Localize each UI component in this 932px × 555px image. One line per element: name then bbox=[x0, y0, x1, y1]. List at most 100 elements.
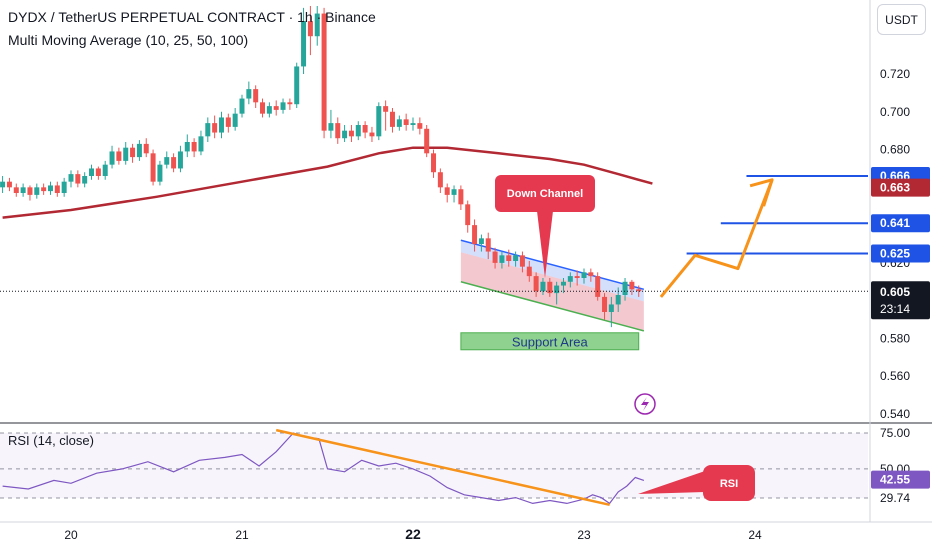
candle bbox=[82, 172, 88, 188]
candle bbox=[95, 166, 101, 180]
candle-body bbox=[253, 89, 259, 103]
candle-body bbox=[437, 172, 443, 188]
candle-body bbox=[431, 153, 437, 173]
time-tick-label: 21 bbox=[235, 528, 249, 542]
candle-body bbox=[595, 276, 601, 297]
candle-body bbox=[321, 13, 327, 131]
candle bbox=[383, 100, 389, 131]
candle-body bbox=[307, 21, 313, 37]
candle bbox=[171, 153, 177, 173]
candle-body bbox=[314, 13, 320, 37]
candle bbox=[595, 272, 601, 301]
candle bbox=[34, 183, 40, 199]
rsi-trendline bbox=[275, 428, 610, 507]
candle bbox=[396, 115, 402, 131]
candle-body bbox=[109, 151, 115, 165]
candle bbox=[164, 151, 170, 169]
down-channel-callout bbox=[495, 175, 595, 212]
candle bbox=[218, 111, 224, 139]
price-tick-label: 0.720 bbox=[880, 67, 910, 81]
candle-body bbox=[54, 185, 60, 193]
candle-body bbox=[143, 143, 149, 154]
candle-body bbox=[260, 102, 266, 114]
candle bbox=[355, 121, 361, 141]
target-price-tag bbox=[871, 244, 930, 263]
candle bbox=[540, 278, 546, 295]
candle-body bbox=[102, 164, 108, 176]
candle-body bbox=[465, 204, 471, 226]
candle bbox=[376, 102, 382, 141]
candle-body bbox=[602, 296, 608, 312]
candle bbox=[499, 251, 505, 269]
overlays: Support Area Down Channel bbox=[0, 175, 868, 415]
candle-body bbox=[123, 147, 129, 161]
candle bbox=[130, 143, 136, 163]
candle bbox=[20, 183, 26, 197]
candle bbox=[567, 272, 573, 288]
candle-body bbox=[472, 225, 478, 244]
candle-body bbox=[34, 187, 40, 195]
candle bbox=[485, 232, 491, 260]
candle-body bbox=[6, 181, 12, 188]
rsi-label[interactable]: RSI (14, close) bbox=[8, 433, 94, 448]
candle-body bbox=[636, 289, 642, 292]
candle-body bbox=[301, 21, 307, 67]
candle bbox=[232, 108, 238, 131]
candle-body bbox=[458, 189, 464, 205]
candle bbox=[321, 7, 327, 139]
candle-body bbox=[184, 142, 190, 152]
candle-body bbox=[547, 281, 553, 294]
candle bbox=[253, 85, 259, 108]
candle-body bbox=[403, 119, 409, 125]
time-tick-label: 20 bbox=[64, 528, 78, 542]
candle bbox=[622, 278, 628, 301]
candle-body bbox=[328, 123, 334, 131]
candle-body bbox=[362, 125, 368, 133]
candle-body bbox=[198, 136, 204, 152]
candle-body bbox=[218, 117, 224, 133]
candle-body bbox=[232, 113, 238, 127]
candle-body bbox=[150, 153, 156, 182]
current-price-label: 0.605 bbox=[880, 285, 910, 299]
candle-body bbox=[20, 187, 26, 193]
candle-body bbox=[554, 285, 560, 294]
candle-body bbox=[41, 187, 47, 192]
candle bbox=[61, 177, 67, 197]
currency-button[interactable]: USDT bbox=[877, 4, 926, 35]
candle bbox=[478, 234, 484, 252]
candle bbox=[369, 126, 375, 142]
candle bbox=[89, 164, 95, 180]
candle-body bbox=[171, 157, 177, 169]
ma-price-tag-label: 0.663 bbox=[880, 181, 910, 195]
candle bbox=[581, 268, 587, 284]
moving-average bbox=[2, 146, 653, 219]
candle bbox=[184, 134, 190, 158]
candle bbox=[547, 278, 553, 297]
rsi-line bbox=[2, 432, 645, 505]
candle-body bbox=[389, 111, 395, 127]
candle-body bbox=[588, 272, 594, 277]
candle bbox=[6, 177, 12, 192]
indicator-label[interactable]: Multi Moving Average (10, 25, 50, 100) bbox=[8, 32, 249, 48]
candle bbox=[444, 183, 450, 203]
candle bbox=[102, 160, 108, 180]
candle-body bbox=[424, 128, 430, 154]
candle bbox=[191, 138, 197, 158]
candle-body bbox=[294, 66, 300, 105]
candle-body bbox=[560, 281, 566, 286]
candle bbox=[554, 281, 560, 305]
time-tick-label: 24 bbox=[748, 528, 762, 542]
candle bbox=[342, 125, 348, 142]
candle bbox=[424, 125, 430, 158]
rsi-tick-label: 29.74 bbox=[880, 491, 910, 505]
chart-title: DYDX / TetherUS PERPETUAL CONTRACT · 1h … bbox=[8, 9, 376, 25]
rsi-callout-label: RSI bbox=[720, 478, 738, 490]
candle-body bbox=[95, 168, 101, 176]
candle bbox=[526, 261, 532, 282]
candle-body bbox=[75, 174, 81, 184]
candle-body bbox=[116, 151, 122, 161]
time-tick-label: 23 bbox=[577, 528, 591, 542]
candle bbox=[588, 268, 594, 282]
channel-lower-line bbox=[460, 281, 645, 332]
